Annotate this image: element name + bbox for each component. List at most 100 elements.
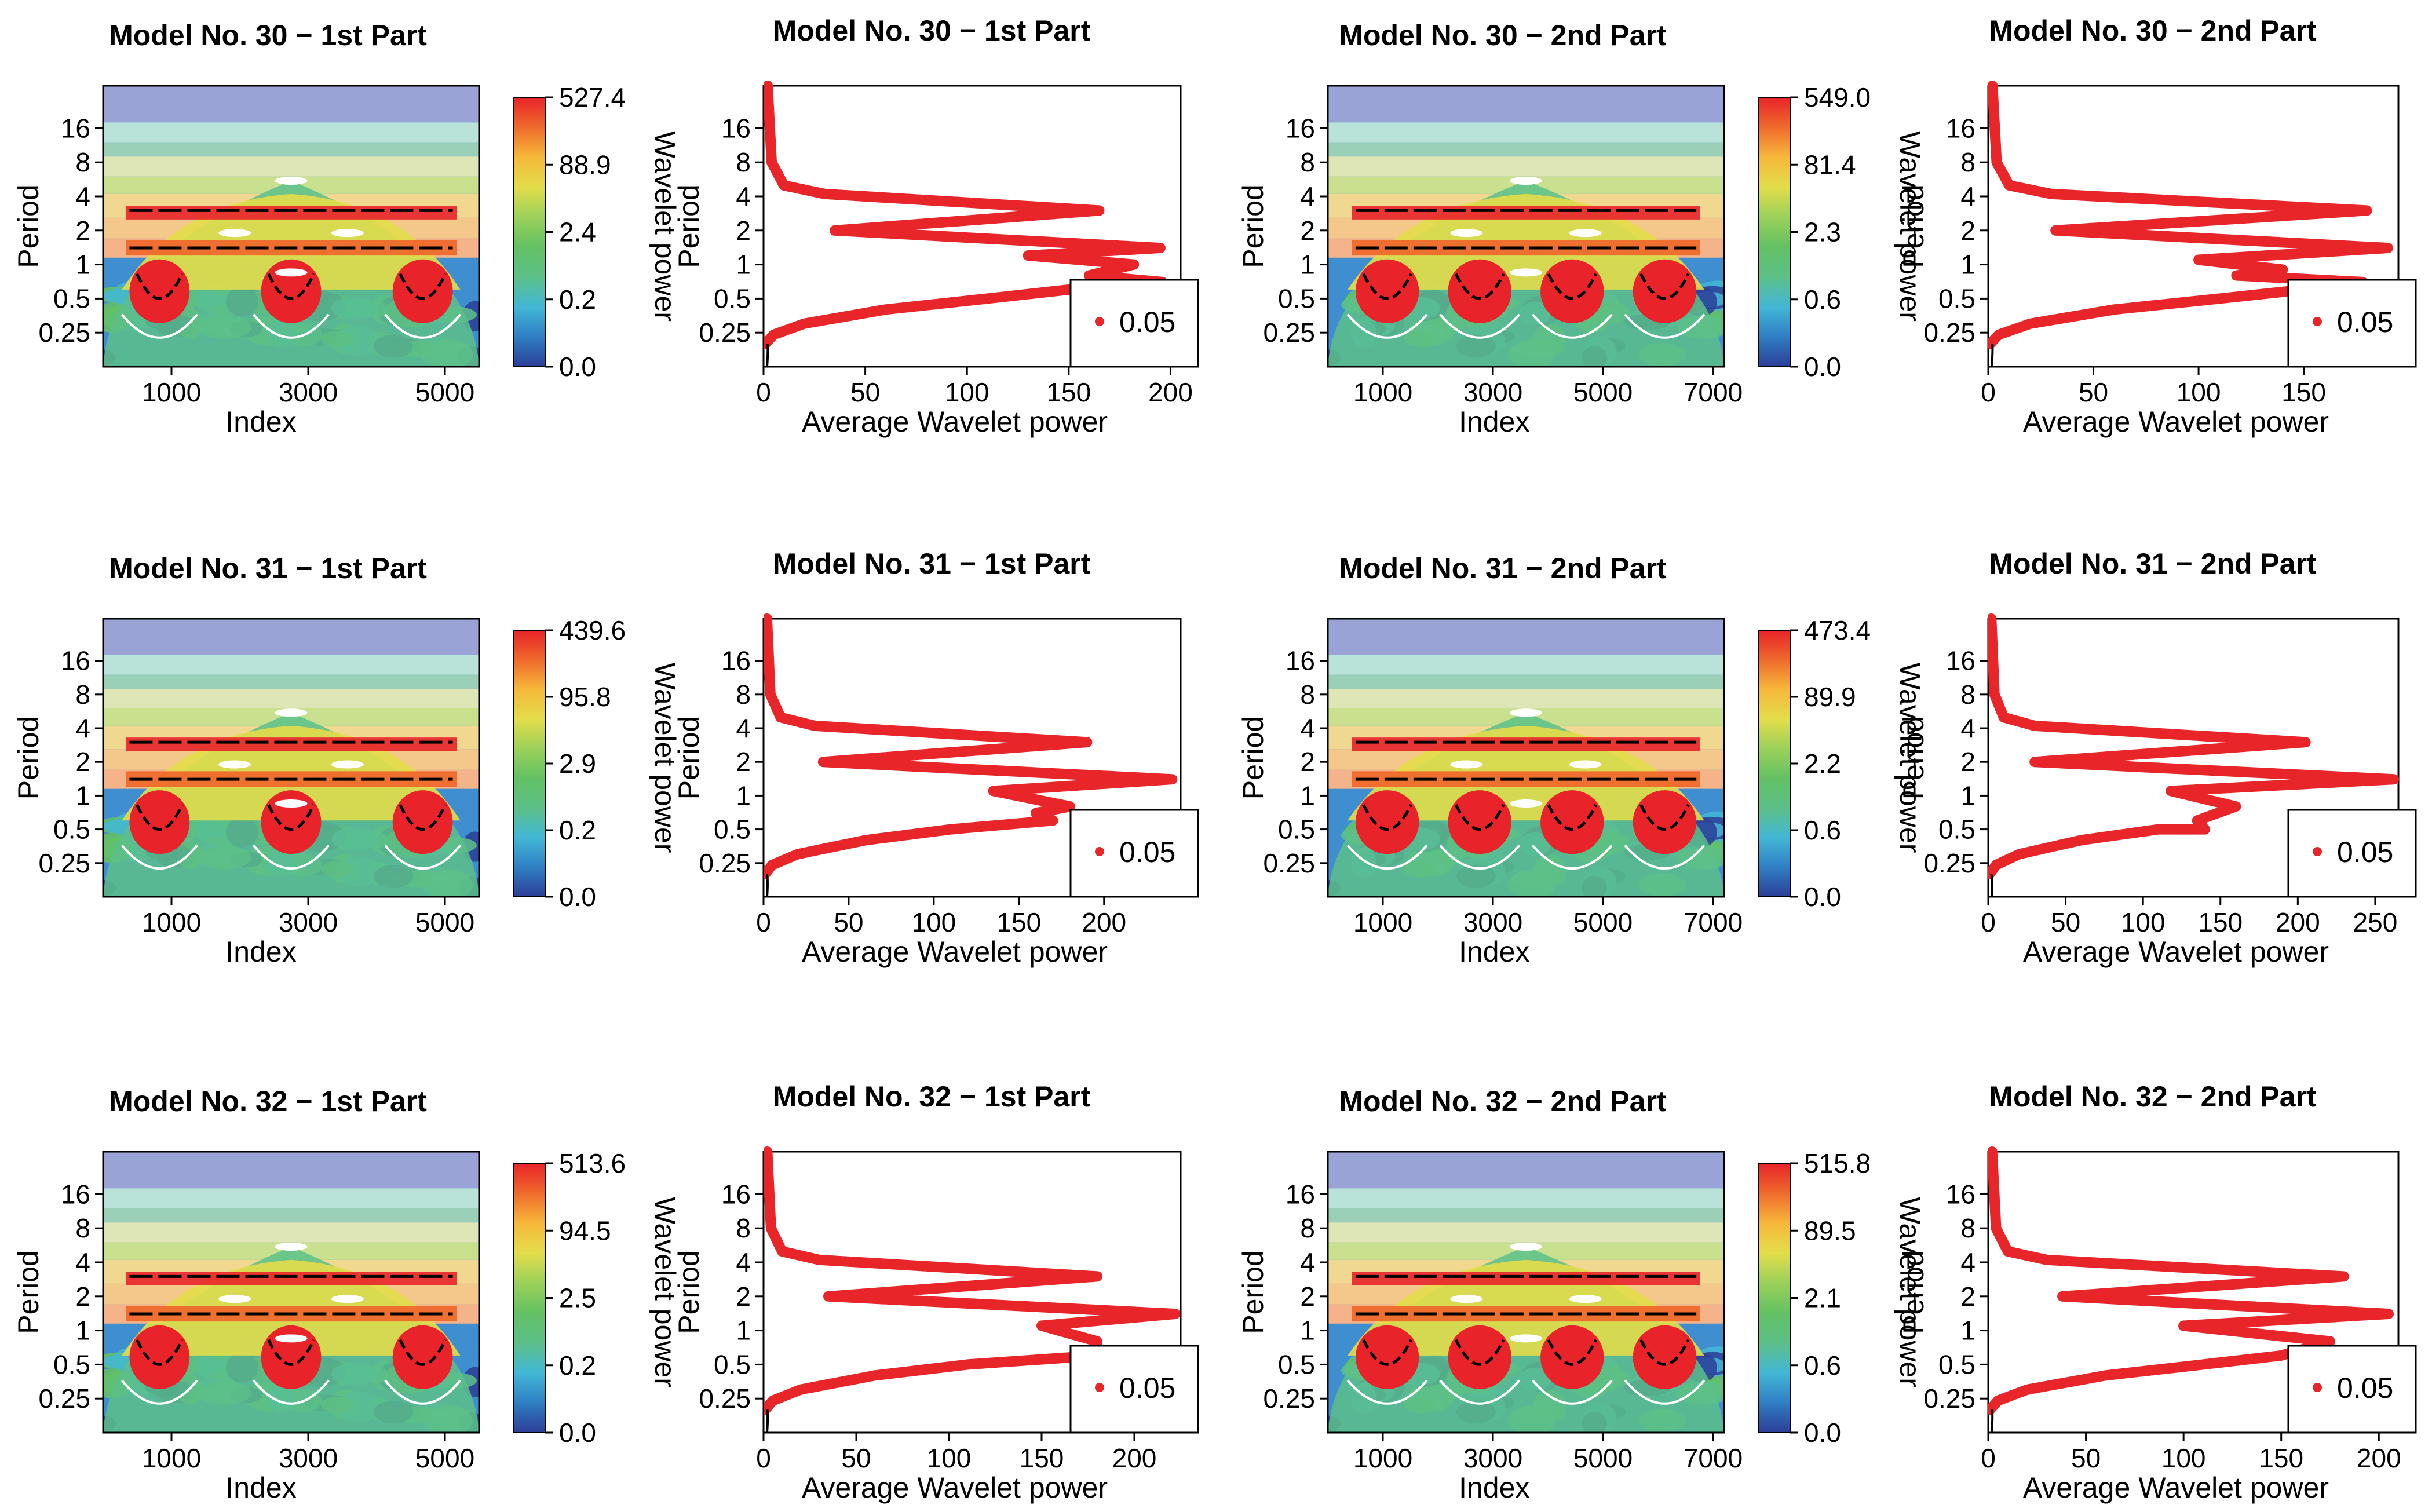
x-tick-label: 3000 (279, 377, 338, 407)
colorbar-tick-label: 0.6 (1804, 815, 1841, 845)
strong-band (125, 737, 457, 751)
period-tick-label: 0.5 (714, 283, 751, 313)
colorbar-tick-label: 88.9 (559, 149, 611, 180)
period-tick-label: 0.25 (1263, 317, 1315, 348)
colorbar-tick-label: 439.6 (559, 615, 626, 645)
contour-mark (275, 708, 308, 717)
period-tick-label: 4 (736, 713, 751, 743)
ridge-line (136, 1339, 184, 1366)
period-tick-label: 8 (1960, 1213, 1975, 1243)
significance-contour (1531, 844, 1613, 870)
period-tick-label: 4 (75, 1247, 90, 1277)
ridge-line (1362, 273, 1412, 300)
x-tick-label: 150 (1046, 377, 1091, 407)
x-axis-label: Average Wavelet power (802, 936, 1108, 968)
ridge-line (267, 273, 315, 300)
contour-mark (275, 176, 308, 185)
x-tick-label: 50 (834, 907, 863, 937)
legend-marker (2313, 1383, 2322, 1392)
average-panel-model-32-2nd: 16 8 4 2 10.5 0.25 Period 0 50 100 150 200 Average W… (1897, 1080, 2417, 1504)
colorbar-tick-label: 2.1 (1804, 1283, 1841, 1313)
period-axis-label: Period (1237, 1250, 1269, 1334)
power-hotspot (1355, 790, 1419, 854)
ridge-line (1454, 1339, 1505, 1366)
x-tick-label: 150 (2281, 377, 2326, 407)
x-tick-label: 5000 (415, 1443, 474, 1473)
colorbar-tick-label: 2.5 (559, 1283, 596, 1313)
strong-band (1352, 771, 1700, 787)
colorbar-tick-label: 513.6 (559, 1148, 626, 1178)
panel-title: Model No. 30 − 2nd Part (1989, 14, 2317, 47)
period-band (1328, 655, 1724, 675)
plot-frame (1327, 618, 1725, 898)
x-tick-label: 100 (927, 1443, 972, 1473)
period-tick-label: 2 (75, 747, 90, 777)
x-tick-label: 5000 (1573, 1443, 1633, 1473)
period-band (1328, 122, 1724, 143)
period-tick-label: 16 (1286, 1179, 1315, 1209)
power-hotspot (1355, 1325, 1419, 1389)
legend-box (1069, 279, 1199, 368)
average-power-curve (1988, 1146, 2394, 1415)
plot-frame (102, 1151, 480, 1434)
period-tick-label: 1 (75, 1316, 90, 1346)
colorbar-tick-label: 0.6 (1804, 284, 1841, 315)
period-tick-label: 16 (1286, 646, 1315, 676)
colorbar-tick-label: 0.2 (559, 284, 596, 315)
x-tick-label: 50 (850, 377, 880, 407)
panel-title: Model No. 32 − 1st Part (109, 1085, 427, 1117)
x-tick-label: 1000 (142, 1443, 201, 1473)
contour-mark (1450, 760, 1483, 769)
legend-marker (1095, 317, 1104, 326)
x-tick-label: 3000 (1463, 907, 1522, 937)
x-tick-label: 200 (1112, 1443, 1157, 1473)
x-tick-label: 3000 (279, 1443, 338, 1473)
plot-frame (102, 85, 480, 368)
x-axis-label: Average Wavelet power (802, 406, 1108, 438)
period-tick-label: 0.5 (1938, 1349, 1975, 1379)
period-tick-label: 2 (1300, 216, 1315, 246)
x-tick-label: 5000 (415, 907, 474, 937)
ridge-line (1547, 1339, 1598, 1366)
panel-title: Model No. 32 − 2nd Part (1339, 1085, 1667, 1117)
legend-label: 0.05 (2337, 1372, 2393, 1404)
colorbar-tick-label: 89.5 (1804, 1215, 1856, 1246)
period-tick-label: 8 (736, 1213, 751, 1243)
heatmap-panel-model-31-2nd: 16 84 21 0.50.25 Period 1000 3000 5000 7000 Index… (1237, 552, 1926, 968)
panel-title: Model No. 31 − 2nd Part (1989, 547, 2317, 580)
colorbar-label: Wavelet power (1894, 663, 1926, 853)
period-tick-label: 1 (1300, 780, 1315, 810)
heatmap-panel-model-31-1st: 16 84 21 0.50.25 Period 1000 3000 5000 Index Mode… (12, 552, 681, 968)
heatmap-area (1328, 1152, 1724, 1433)
period-tick-label: 8 (1960, 147, 1975, 177)
period-band (1328, 688, 1724, 708)
ridge-line (399, 804, 447, 831)
heatmap-area (103, 86, 479, 367)
period-tick-label: 0.25 (38, 317, 90, 348)
colorbar-tick-label: 2.2 (1804, 748, 1841, 779)
colorbar-tick-label: 0.2 (559, 1350, 596, 1380)
period-tick-label: 4 (1300, 713, 1315, 743)
legend-label: 0.05 (2337, 306, 2393, 338)
average-panel-model-31-2nd: 16 84 21 0.50.25 Period 0 50 100 150 200 250 Averag… (1897, 547, 2417, 968)
colorbar (513, 630, 546, 897)
period-tick-label: 1 (736, 780, 751, 810)
period-tick-label: 8 (75, 1213, 90, 1243)
strong-band (1352, 1272, 1700, 1285)
period-band (103, 156, 479, 177)
ridge-line (399, 273, 447, 300)
contour-mark (1450, 229, 1483, 238)
x-tick-label: 1000 (142, 377, 201, 407)
power-hotspot (392, 790, 453, 854)
strong-band (1352, 206, 1700, 220)
ridge-line (1362, 804, 1412, 831)
period-tick-label: 1 (1960, 1316, 1975, 1346)
panel-title: Model No. 32 − 1st Part (773, 1080, 1091, 1113)
period-tick-label: 16 (61, 1179, 90, 1209)
period-tick-label: 8 (1300, 1213, 1315, 1243)
colorbar-tick-label: 81.4 (1804, 149, 1856, 180)
period-axis-label: Period (1897, 1250, 1930, 1334)
period-axis-label: Period (1237, 184, 1269, 268)
x-tick-label: 7000 (1684, 1443, 1743, 1473)
